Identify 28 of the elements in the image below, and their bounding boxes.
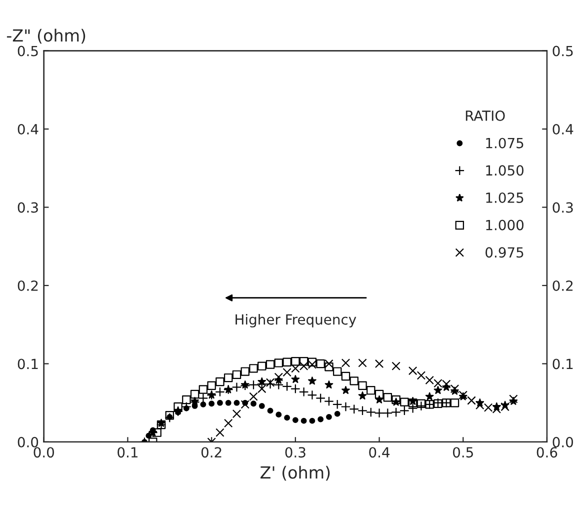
x-axis-title: Z' (ohm) bbox=[260, 466, 330, 481]
legend-label: 1.075 bbox=[486, 138, 524, 148]
x-tick-label: 0.5 bbox=[452, 447, 473, 458]
y-tick-label: 0.3 bbox=[18, 202, 38, 213]
y-tick-label: 0.0 bbox=[18, 436, 38, 448]
x-tick-label: 0.1 bbox=[118, 447, 138, 458]
x-tick-label: 0.0 bbox=[34, 447, 54, 458]
x-tick-label: 0.6 bbox=[536, 447, 558, 458]
legend-label: 0.975 bbox=[486, 247, 524, 258]
x-tick-label: 0.4 bbox=[369, 447, 390, 458]
legend-label: 1.050 bbox=[486, 165, 524, 176]
y2-tick-label: 0.4 bbox=[552, 124, 574, 135]
y2-tick-label: 0.2 bbox=[552, 280, 573, 291]
legend-label: 1.025 bbox=[486, 192, 524, 203]
y2-tick-label: 0.0 bbox=[552, 436, 573, 448]
y2-tick-label: 0.1 bbox=[552, 358, 573, 370]
y2-tick-label: 0.5 bbox=[552, 46, 573, 56]
y-tick-label: 0.2 bbox=[18, 280, 38, 291]
legend-title: RATIO bbox=[466, 110, 505, 121]
y-tick-label: 0.5 bbox=[18, 46, 38, 56]
legend-label: 1.000 bbox=[486, 220, 524, 230]
annotation: Higher Frequency bbox=[236, 314, 356, 328]
y-tick-label: 0.1 bbox=[18, 358, 38, 370]
y-tick-label: 0.4 bbox=[18, 124, 38, 135]
x-tick-label: 0.2 bbox=[201, 447, 222, 458]
y2-tick-label: 0.3 bbox=[552, 202, 573, 213]
y-axis-title: -Z" (ohm) bbox=[6, 28, 86, 44]
x-tick-label: 0.3 bbox=[285, 447, 306, 458]
